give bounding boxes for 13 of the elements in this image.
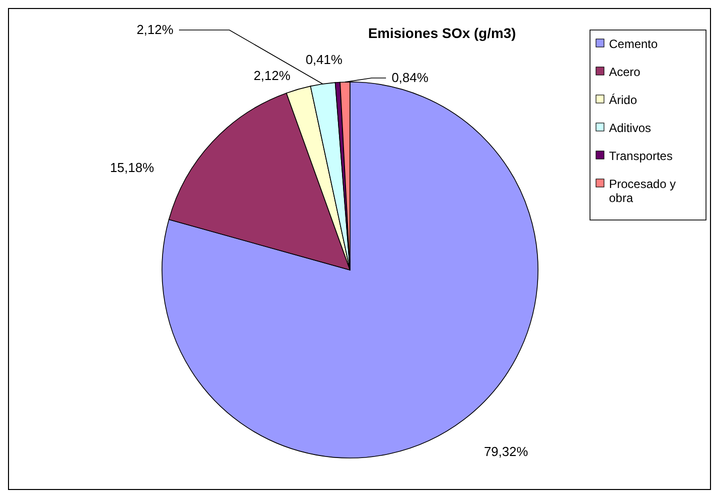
legend-label: Aditivos xyxy=(609,121,652,135)
chart-title: Emisiones SOx (g/m3) xyxy=(368,25,516,41)
data-label: 79,32% xyxy=(484,444,528,459)
legend-label: Árido xyxy=(609,93,638,107)
data-label: 2,12% xyxy=(136,22,174,37)
data-label: 0,41% xyxy=(306,52,343,67)
legend-label: Transportes xyxy=(609,149,673,163)
data-label: 15,18% xyxy=(110,160,154,175)
legend-label: Procesado y obra xyxy=(609,177,676,205)
data-label: 2,12% xyxy=(254,68,291,83)
data-label: 0,84% xyxy=(392,70,429,85)
legend-label: Acero xyxy=(609,65,641,79)
legend-label: Cemento xyxy=(609,37,658,51)
